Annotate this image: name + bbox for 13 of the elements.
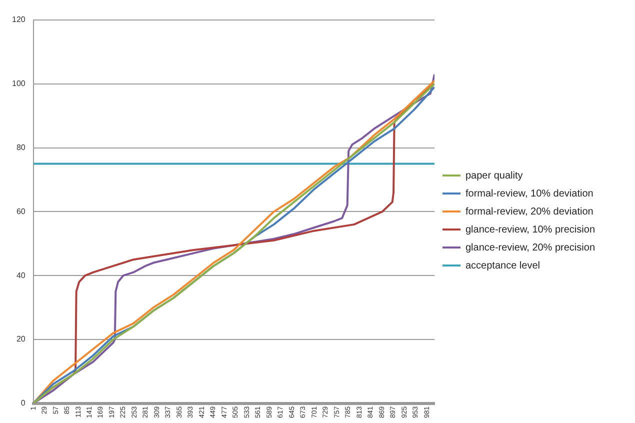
y-tick-label: 60 [16,206,26,216]
legend-label: formal-review, 20% deviation [465,206,594,218]
legend-label: formal-review, 10% deviation [465,188,594,200]
y-tick-label: 120 [12,15,26,24]
legend-label: paper quality [465,170,523,182]
legend-label: glance-review, 20% precision [465,242,596,254]
legend-label: acceptance level [465,260,540,272]
y-tick-label: 100 [12,79,26,88]
y-tick-label: 0 [20,398,26,408]
y-tick-label: 40 [16,270,26,280]
legend-label: glance-review, 10% precision [465,224,596,236]
y-tick-label: 20 [16,334,26,344]
y-tick-label: 80 [16,142,26,152]
